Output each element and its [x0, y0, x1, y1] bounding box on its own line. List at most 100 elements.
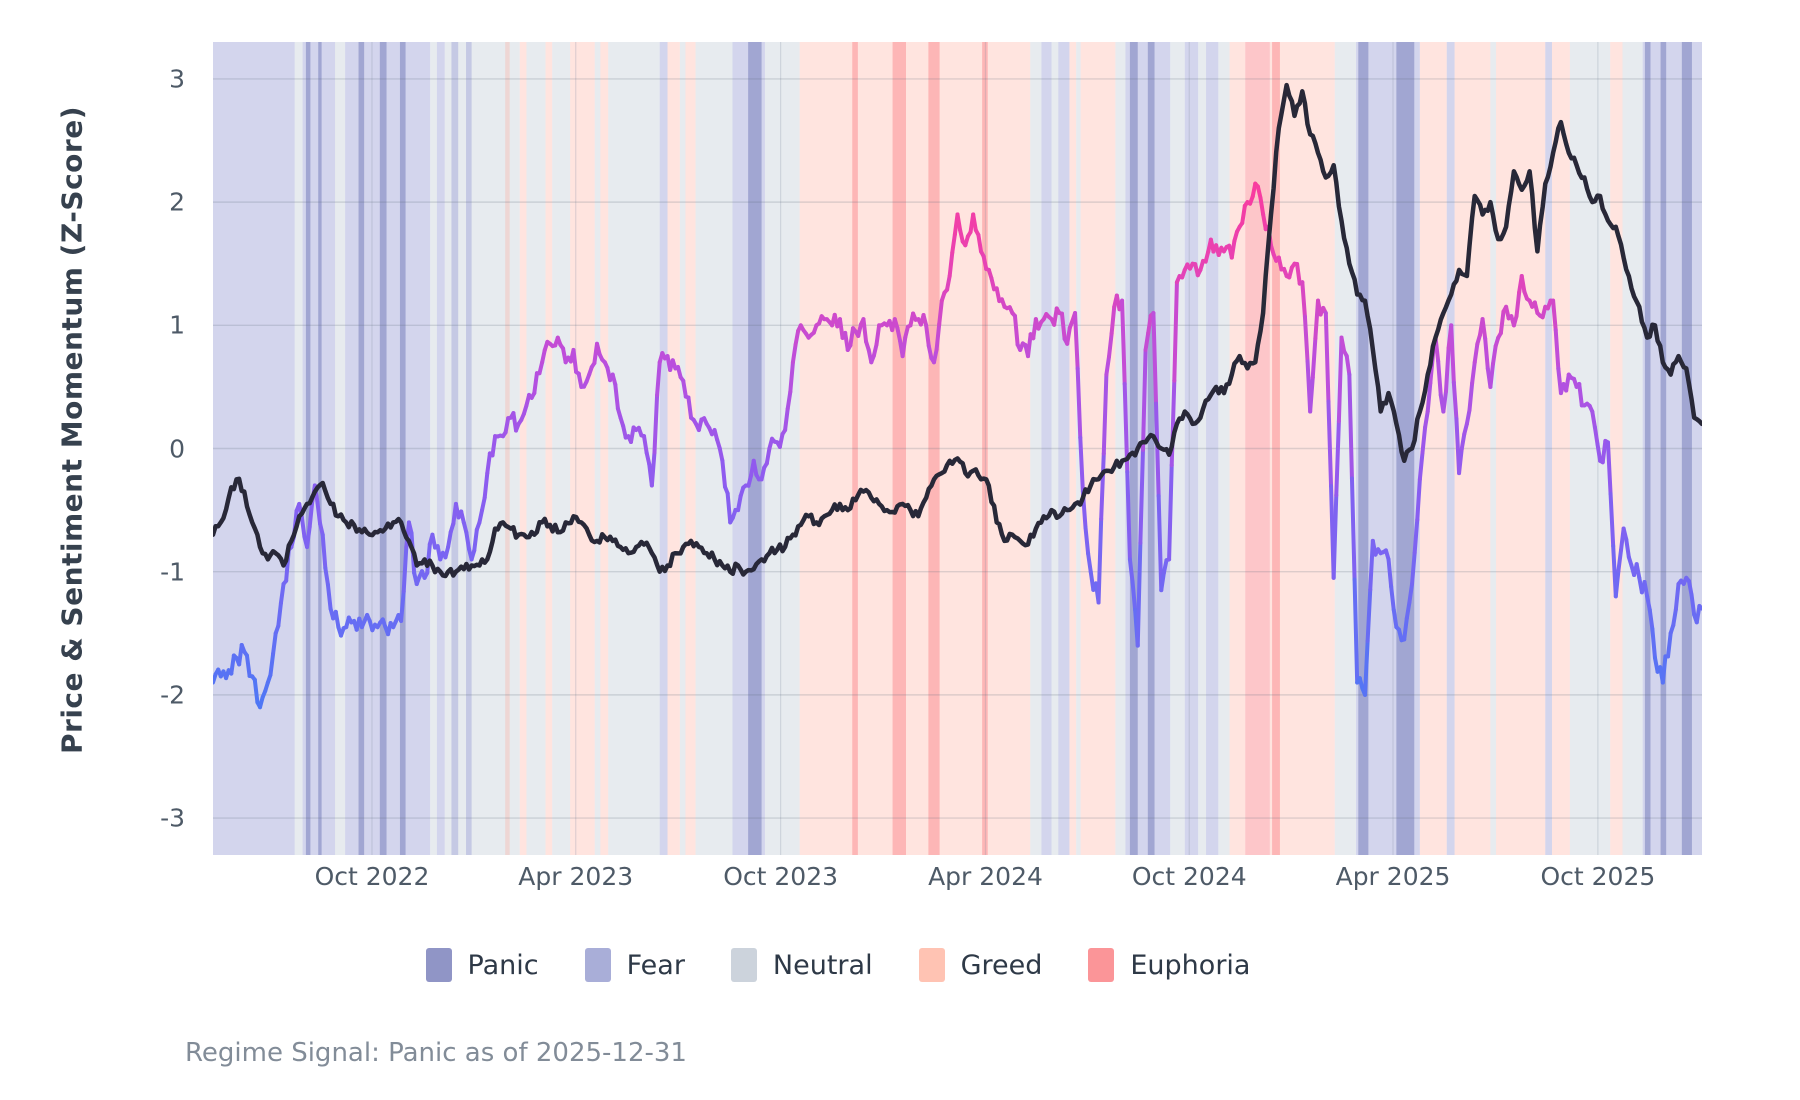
regime-stripe-euphoria	[892, 42, 907, 855]
regime-band-fear	[1058, 42, 1070, 855]
regime-band-fear	[1041, 42, 1052, 855]
legend-item-panic[interactable]: Panic	[425, 948, 539, 982]
regime-stripe-panic	[1147, 42, 1155, 855]
regime-band-neutral	[1030, 42, 1042, 855]
regime-band-greed	[570, 42, 595, 855]
legend-label: Greed	[960, 949, 1043, 981]
price-line	[213, 82, 1702, 579]
y-tick-label: -2	[160, 680, 185, 710]
regime-band-greed	[1496, 42, 1546, 855]
legend-item-fear[interactable]: Fear	[584, 948, 685, 982]
regime-band-neutral	[1115, 42, 1126, 855]
gridlines	[213, 42, 1702, 855]
regime-band-neutral	[1490, 42, 1497, 855]
regime-stripe-panic	[305, 42, 311, 855]
regime-band-greed	[685, 42, 696, 855]
y-tick-label: 2	[169, 187, 185, 217]
regime-stripe-euphoria	[1272, 42, 1280, 855]
x-tick-label: Oct 2022	[314, 862, 430, 891]
regime-band-greed	[1080, 42, 1116, 855]
y-tick-label: 3	[169, 64, 185, 94]
legend-swatch-euphoria	[1088, 948, 1115, 982]
regime-stripe-fear	[451, 42, 459, 855]
regime-stripe-euphoria	[928, 42, 940, 855]
regime-band-neutral	[526, 42, 546, 855]
legend-swatch-fear	[584, 948, 611, 982]
y-tick-label: 1	[169, 310, 185, 340]
regime-band-fear	[1545, 42, 1552, 855]
x-tick-label: Oct 2025	[1540, 862, 1656, 891]
regime-stripe-panic	[1644, 42, 1651, 855]
regime-band-neutral	[552, 42, 571, 855]
regime-stripe-greed	[505, 42, 510, 855]
regime-band-greed	[1551, 42, 1570, 855]
regime-stripe-panic	[399, 42, 406, 855]
regime-stripe-euphoria	[982, 42, 988, 855]
regime-stripe-panic	[1681, 42, 1692, 855]
regime-band-neutral	[1170, 42, 1185, 855]
legend-item-neutral[interactable]: Neutral	[730, 948, 873, 982]
regime-band-euphoria	[1245, 42, 1270, 855]
legend-label: Fear	[626, 949, 685, 981]
regime-bands	[213, 42, 1702, 855]
regime-band-greed	[600, 42, 609, 855]
regime-band-greed	[1069, 42, 1077, 855]
legend-label: Neutral	[772, 949, 873, 981]
regime-band-fear	[436, 42, 445, 855]
regime-band-neutral	[335, 42, 346, 855]
regime-band-neutral	[1218, 42, 1230, 855]
regime-stripe-panic	[1660, 42, 1667, 855]
x-tick-label: Oct 2023	[723, 862, 839, 891]
regime-stripe-panic	[379, 42, 387, 855]
regime-stripe-panic	[358, 42, 365, 855]
x-tick-label: Apr 2025	[1335, 862, 1451, 891]
regime-band-neutral	[430, 42, 437, 855]
regime-band-greed	[667, 42, 680, 855]
y-tick-label: 0	[169, 434, 185, 463]
regime-band-greed	[545, 42, 553, 855]
regime-stripe-euphoria	[852, 42, 858, 855]
regime-stripe-fear	[466, 42, 472, 855]
y-tick-label: -3	[160, 803, 185, 833]
regime-band-fear	[1642, 42, 1702, 855]
regime-stripe-panic	[748, 42, 762, 855]
x-tick-label: Oct 2024	[1131, 862, 1247, 891]
regime-band-neutral	[1076, 42, 1081, 855]
y-axis-title: Price & Sentiment Momentum (Z-Score)	[55, 106, 89, 754]
legend-swatch-panic	[425, 948, 452, 982]
regime-band-fear	[1184, 42, 1199, 855]
regime-band-neutral	[608, 42, 660, 855]
regime-band-neutral	[1622, 42, 1643, 855]
legend-swatch-neutral	[730, 948, 757, 982]
regime-band-neutral	[1198, 42, 1207, 855]
regime-stripe-panic	[1358, 42, 1369, 855]
legend-item-euphoria[interactable]: Euphoria	[1088, 948, 1250, 982]
regime-band-greed	[519, 42, 527, 855]
legend-label: Panic	[467, 949, 539, 981]
regime-band-neutral	[679, 42, 686, 855]
y-tick-label: -1	[160, 557, 185, 587]
regime-stripe-panic	[1129, 42, 1138, 855]
regime-band-neutral	[695, 42, 733, 855]
legend: Panic Fear Neutral Greed Euphoria	[0, 948, 1738, 982]
sentiment-line	[213, 181, 1702, 710]
regime-band-neutral	[444, 42, 520, 855]
regime-band-neutral	[1051, 42, 1059, 855]
regime-band-greed	[799, 42, 1031, 855]
legend-swatch-greed	[918, 948, 945, 982]
regime-band-neutral	[594, 42, 601, 855]
regime-band-fear	[1446, 42, 1455, 855]
x-tick-label: Apr 2023	[518, 862, 634, 891]
regime-signal-note: Regime Signal: Panic as of 2025-12-31	[185, 1038, 687, 1068]
x-tick-label: Apr 2024	[928, 862, 1043, 891]
legend-item-greed[interactable]: Greed	[918, 948, 1043, 982]
regime-band-neutral	[294, 42, 303, 855]
legend-label: Euphoria	[1130, 949, 1251, 981]
regime-band-neutral	[1334, 42, 1357, 855]
regime-stripe-panic	[1396, 42, 1415, 855]
regime-band-fear	[213, 42, 295, 855]
regime-stripe-panic	[318, 42, 322, 855]
regime-band-fear	[659, 42, 668, 855]
